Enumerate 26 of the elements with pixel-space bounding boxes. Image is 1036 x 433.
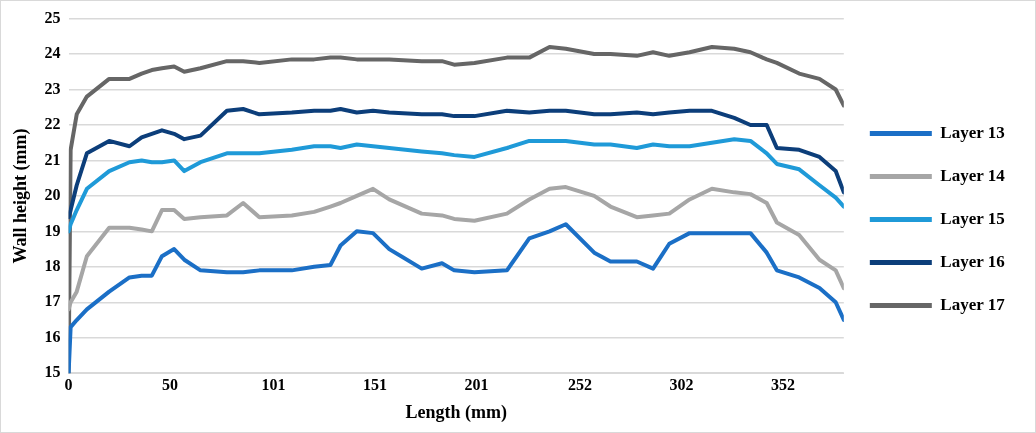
x-tick-label: 352 bbox=[770, 375, 795, 393]
y-axis-title: Wall height (mm) bbox=[10, 128, 32, 264]
y-tick-label: 21 bbox=[44, 150, 61, 168]
legend-label: Layer 14 bbox=[940, 165, 1006, 185]
y-tick-label: 16 bbox=[44, 327, 61, 345]
y-tick-label: 22 bbox=[44, 115, 61, 133]
y-tick-label: 19 bbox=[44, 221, 61, 239]
legend-label: Layer 13 bbox=[940, 122, 1005, 142]
legend-label: Layer 15 bbox=[940, 208, 1005, 228]
legend-label: Layer 17 bbox=[940, 294, 1006, 314]
y-tick-label: 18 bbox=[44, 256, 61, 274]
x-tick-label: 101 bbox=[261, 375, 286, 393]
x-tick-label: 151 bbox=[363, 375, 388, 393]
y-tick-label: 24 bbox=[44, 44, 61, 62]
x-axis-title: Length (mm) bbox=[405, 401, 507, 423]
y-tick-label: 17 bbox=[44, 292, 61, 310]
y-tick-label: 20 bbox=[44, 186, 61, 204]
x-tick-label: 252 bbox=[568, 375, 592, 393]
y-tick-label: 15 bbox=[44, 363, 61, 381]
x-tick-label: 50 bbox=[162, 375, 179, 393]
legend-label: Layer 16 bbox=[940, 251, 1005, 271]
x-tick-label: 201 bbox=[464, 375, 489, 393]
x-tick-label: 0 bbox=[64, 375, 73, 393]
y-tick-label: 23 bbox=[44, 79, 61, 97]
x-tick-label: 302 bbox=[669, 375, 694, 393]
y-tick-label: 25 bbox=[44, 8, 61, 26]
